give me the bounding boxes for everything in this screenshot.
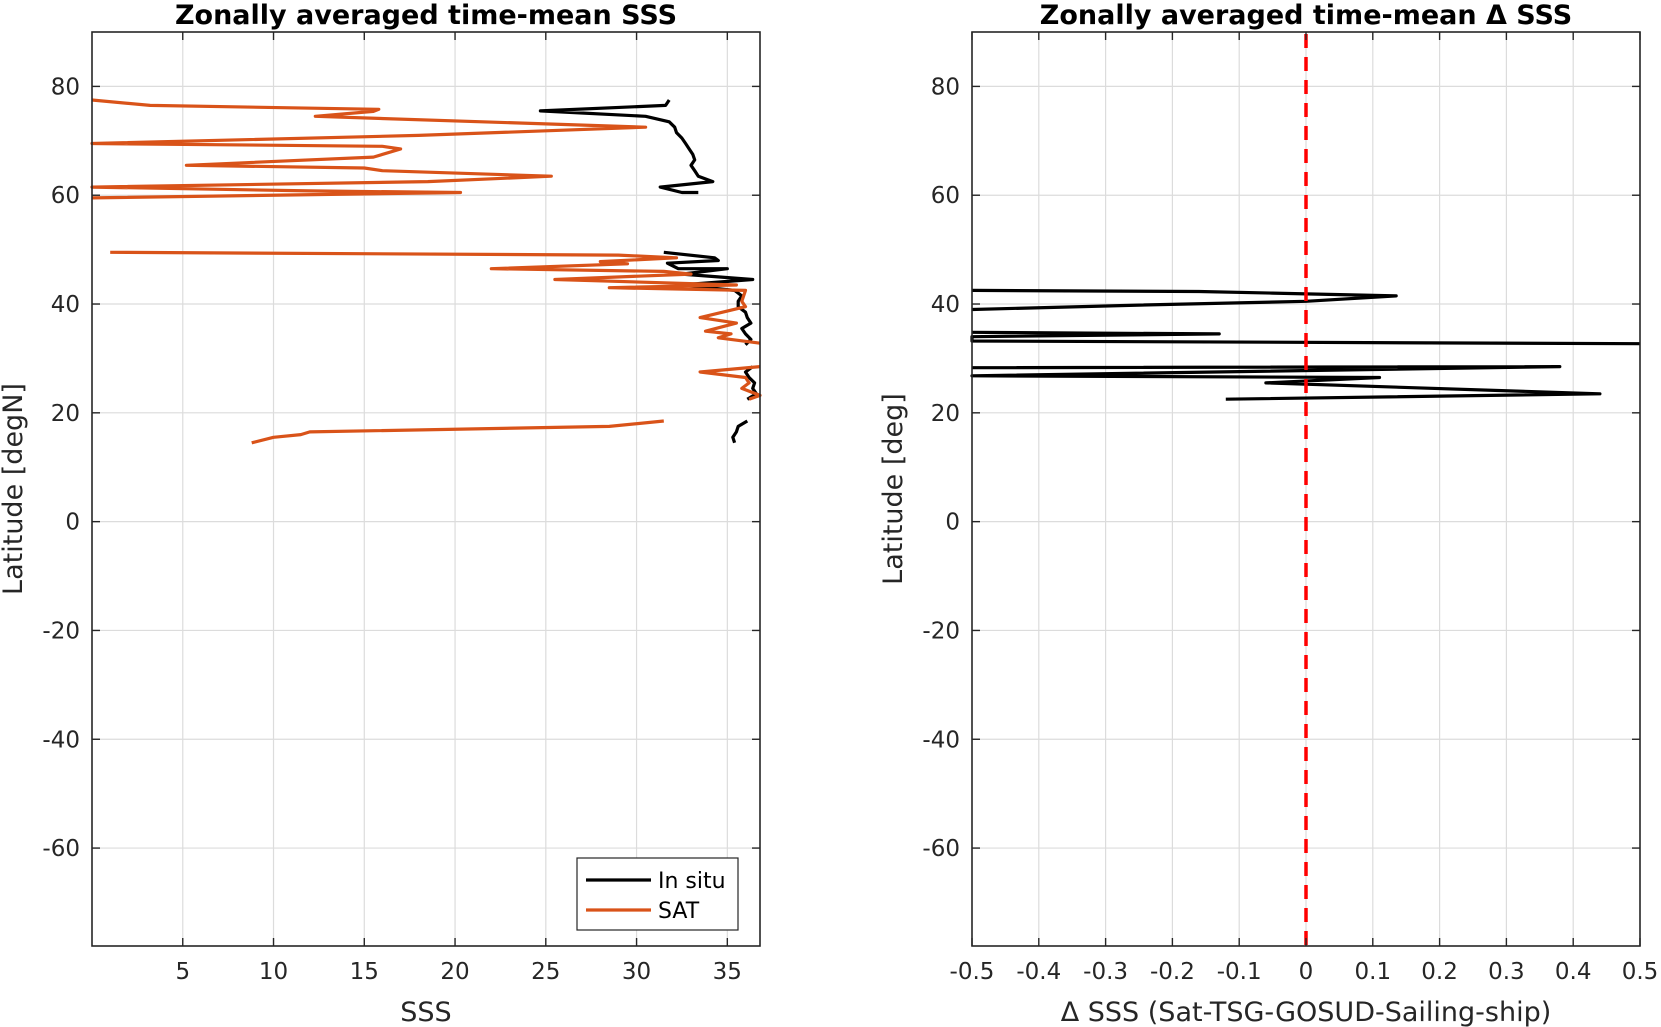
- y-tick-label: 40: [51, 292, 80, 318]
- x-tick-label: 10: [259, 959, 288, 985]
- y-tick-label: -40: [42, 727, 80, 753]
- x-tick-label: 20: [440, 959, 469, 985]
- left-x-axis-label: SSS: [400, 997, 451, 1027]
- x-tick-label: 0.5: [1622, 959, 1659, 985]
- legend-label-in-situ: In situ: [658, 869, 726, 894]
- x-tick-label: 35: [713, 959, 742, 985]
- y-tick-label: 60: [931, 183, 960, 209]
- right-y-axis-label: Latitude [deg]: [878, 393, 909, 585]
- y-tick-label: 80: [51, 74, 80, 100]
- series-line-sat: [90, 98, 762, 445]
- x-tick-label: 0.1: [1355, 959, 1392, 985]
- y-tick-label: 20: [931, 401, 960, 427]
- left-ticks: 5 10 15 20 25 30 35 -60 -40 -20 0 20 40 60 80: [42, 32, 760, 985]
- y-tick-label: 0: [65, 510, 80, 536]
- series-line-in-situ: [538, 99, 758, 444]
- x-tick-label: -0.3: [1083, 959, 1128, 985]
- legend-box: [576, 857, 739, 931]
- x-tick-label: 0.3: [1488, 959, 1525, 985]
- y-tick-label: 20: [51, 401, 80, 427]
- y-tick-label: 0: [945, 510, 960, 536]
- legend-label-sat: SAT: [658, 899, 700, 924]
- y-tick-label: 80: [931, 74, 960, 100]
- x-tick-label: 0.2: [1421, 959, 1458, 985]
- y-tick-label: 60: [51, 183, 80, 209]
- x-tick-label: -0.2: [1150, 959, 1195, 985]
- y-tick-label: -40: [922, 727, 960, 753]
- right-chart-title: Zonally averaged time-mean Δ SSS: [1040, 0, 1572, 31]
- y-tick-label: 40: [931, 292, 960, 318]
- left-plot-area: [92, 32, 760, 946]
- x-tick-label: 30: [622, 959, 651, 985]
- x-tick-label: -0.1: [1217, 959, 1262, 985]
- left-chart-title: Zonally averaged time-mean SSS: [175, 0, 677, 31]
- right-gridlines: [972, 32, 1640, 946]
- y-tick-label: -60: [922, 836, 960, 862]
- y-tick-label: -20: [922, 618, 960, 644]
- x-tick-label: 5: [175, 959, 190, 985]
- x-tick-label: 15: [350, 959, 379, 985]
- right-x-axis-label: Δ SSS (Sat-TSG-GOSUD-Sailing-ship): [1061, 997, 1552, 1027]
- left-axes-box: [91, 31, 761, 947]
- y-tick-label: -60: [42, 836, 80, 862]
- left-y-axis-label: Latitude [degN]: [0, 383, 29, 595]
- y-tick-label: -20: [42, 618, 80, 644]
- left-gridlines: [92, 32, 760, 946]
- legend: In situ SAT: [576, 857, 739, 931]
- x-tick-label: 0: [1299, 959, 1314, 985]
- right-chart-panel: -0.5 -0.4 -0.3 -0.2 -0.1 0 0.1 0.2 0.3 0.4 0.5 -60 -…: [878, 0, 1658, 1027]
- left-chart-panel: 5 10 15 20 25 30 35 -60 -40 -20 0 20 40 60 80 Zonally …: [0, 0, 762, 1027]
- right-ticks: -0.5 -0.4 -0.3 -0.2 -0.1 0 0.1 0.2 0.3 0.4 0.5 -60 -…: [922, 32, 1658, 985]
- x-tick-label: -0.4: [1016, 959, 1061, 985]
- x-tick-label: 0.4: [1555, 959, 1592, 985]
- x-tick-label: -0.5: [950, 959, 995, 985]
- x-tick-label: 25: [531, 959, 560, 985]
- left-series-group: [90, 98, 762, 445]
